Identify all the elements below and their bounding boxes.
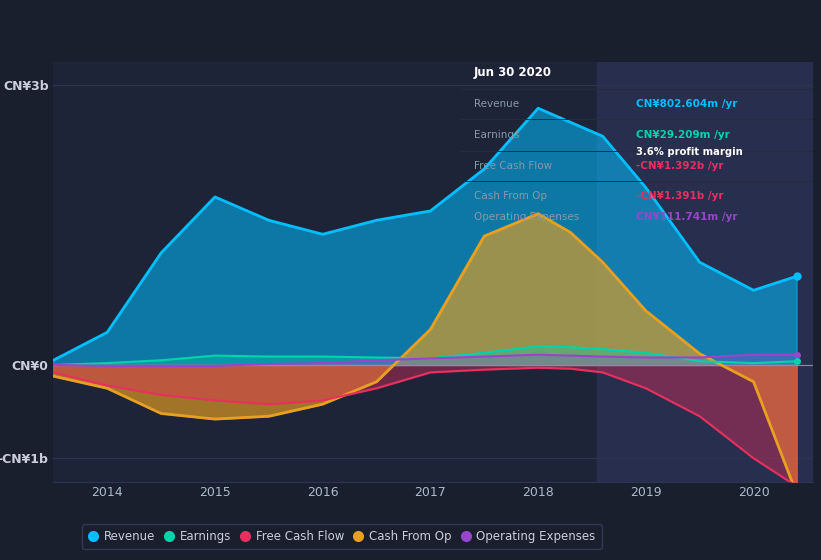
Text: Operating Expenses: Operating Expenses [474,212,579,222]
Text: 3.6% profit margin: 3.6% profit margin [636,147,743,157]
Text: CN¥29.209m /yr: CN¥29.209m /yr [636,130,730,140]
Text: Cash From Op: Cash From Op [474,191,547,201]
Text: -CN¥1.392b /yr: -CN¥1.392b /yr [636,161,724,171]
Text: CN¥802.604m /yr: CN¥802.604m /yr [636,99,737,109]
Text: Earnings: Earnings [474,130,520,140]
Text: Free Cash Flow: Free Cash Flow [474,161,552,171]
Text: -CN¥1.391b /yr: -CN¥1.391b /yr [636,191,724,201]
Bar [598,62,813,482]
Text: Revenue: Revenue [474,99,519,109]
Legend: Revenue, Earnings, Free Cash Flow, Cash From Op, Operating Expenses: Revenue, Earnings, Free Cash Flow, Cash … [82,524,602,549]
Text: Jun 30 2020: Jun 30 2020 [474,66,552,79]
Text: CN¥111.741m /yr: CN¥111.741m /yr [636,212,738,222]
